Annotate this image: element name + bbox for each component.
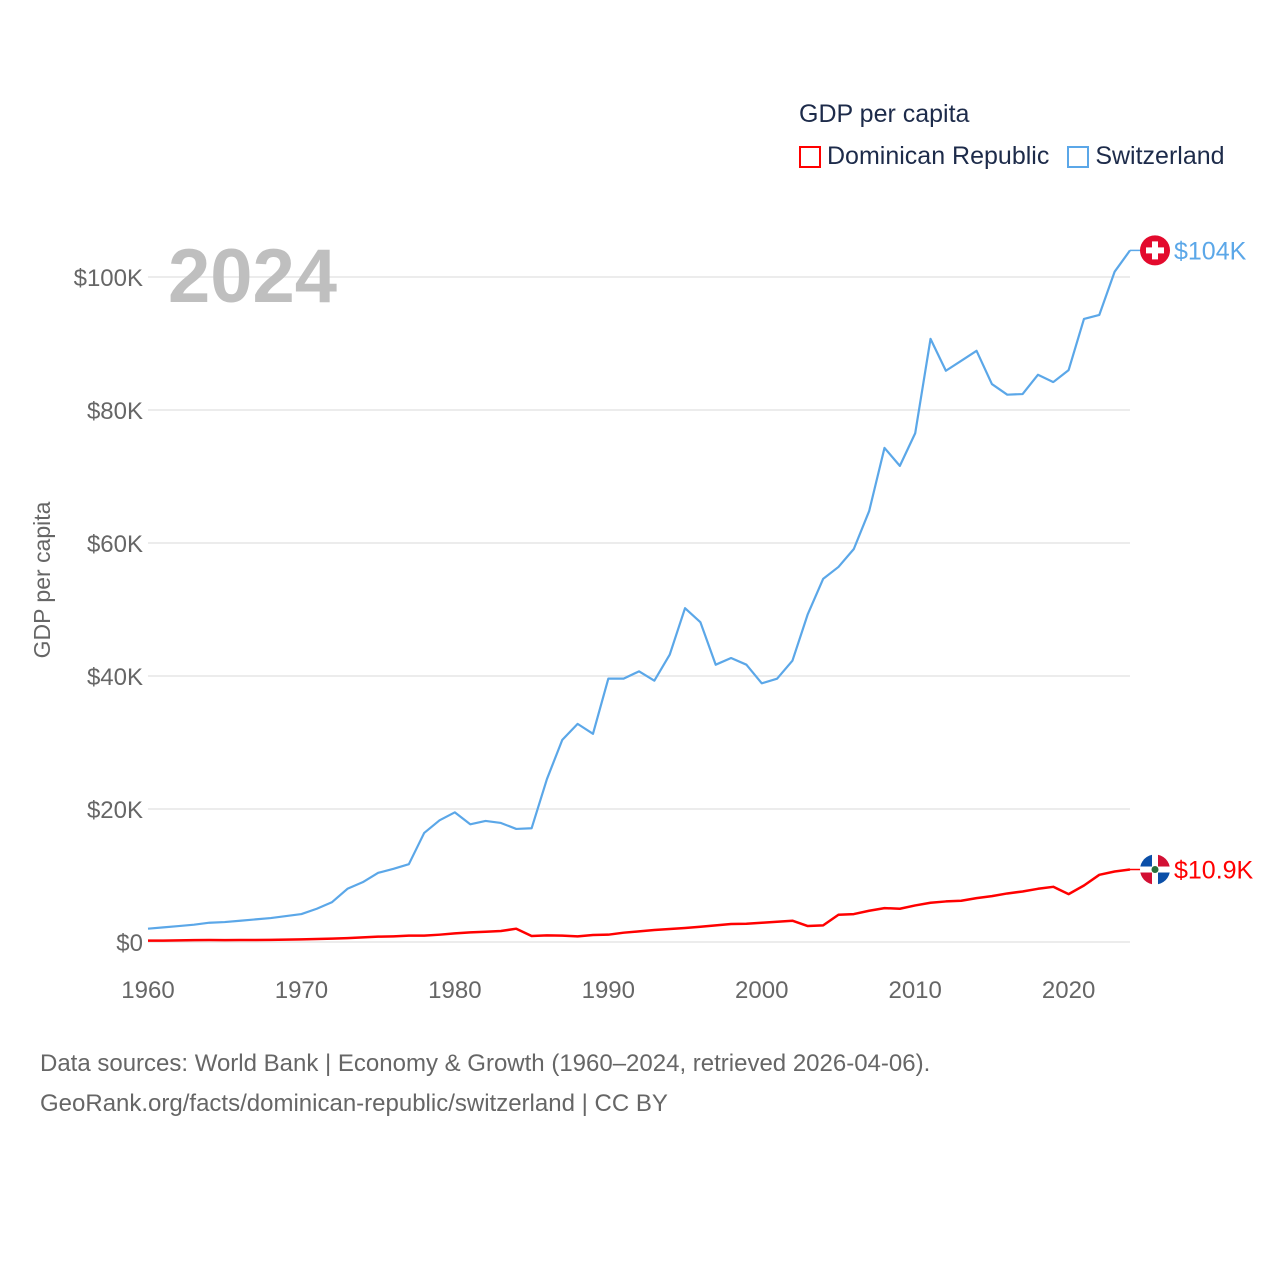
legend: Dominican Republic Switzerland (799, 142, 1225, 171)
flag-blue (1158, 872, 1170, 885)
year-watermark: 2024 (168, 234, 337, 319)
end-value-label: $10.9K (1174, 857, 1254, 885)
legend-swatch (1067, 145, 1090, 168)
data-source: Data sources: World Bank | Economy & Gro… (40, 1050, 931, 1077)
y-axis-label: GDP per capita (29, 501, 55, 658)
legend-title: GDP per capita (799, 100, 970, 128)
y-tick-label: $80K (87, 398, 143, 425)
x-tick-label: 1980 (428, 977, 481, 1004)
y-axis-ticks: $0 $20K $40K $60K $80K $100K (74, 265, 143, 957)
flag-red (1140, 872, 1152, 885)
x-tick-label: 1990 (582, 977, 635, 1004)
legend-item-dominican-republic[interactable]: Dominican Republic (799, 142, 1049, 171)
y-tick-label: $60K (87, 531, 143, 558)
y-tick-label: $40K (87, 664, 143, 691)
footer: Data sources: World Bank | Economy & Gro… (40, 1044, 930, 1124)
x-tick-label: 1960 (121, 977, 174, 1004)
y-tick-label: $100K (74, 265, 143, 292)
series-dominican-republic: $10.9K (148, 854, 1254, 942)
flag-body (1140, 854, 1170, 885)
flag-blue (1140, 854, 1152, 867)
y-tick-label: $20K (87, 797, 143, 824)
legend-item-switzerland[interactable]: Switzerland (1067, 142, 1225, 171)
series-line (148, 868, 1131, 942)
series-switzerland: $104K (147, 235, 1247, 930)
legend-label: Dominican Republic (827, 142, 1050, 170)
series-line (147, 249, 1131, 930)
flag-emblem (1151, 866, 1159, 874)
x-tick-label: 2000 (735, 977, 788, 1004)
attribution: GeoRank.org/facts/dominican-republic/swi… (40, 1090, 668, 1117)
x-tick-label: 2020 (1042, 977, 1095, 1004)
switzerland-flag-icon (1140, 235, 1170, 266)
flag-red (1158, 854, 1170, 867)
x-axis-ticks: 1960 1970 1980 1990 2000 2010 2020 (121, 977, 1095, 1004)
x-tick-label: 1970 (275, 977, 328, 1004)
grid-lines (148, 276, 1130, 943)
y-tick-label: $0 (116, 930, 143, 957)
x-tick-label: 2010 (888, 977, 941, 1004)
legend-swatch (799, 145, 821, 168)
dominican-republic-flag-icon (1140, 854, 1170, 885)
flag-cross (1146, 247, 1164, 254)
end-value-label: $104K (1174, 237, 1247, 265)
legend-label: Switzerland (1095, 142, 1225, 170)
